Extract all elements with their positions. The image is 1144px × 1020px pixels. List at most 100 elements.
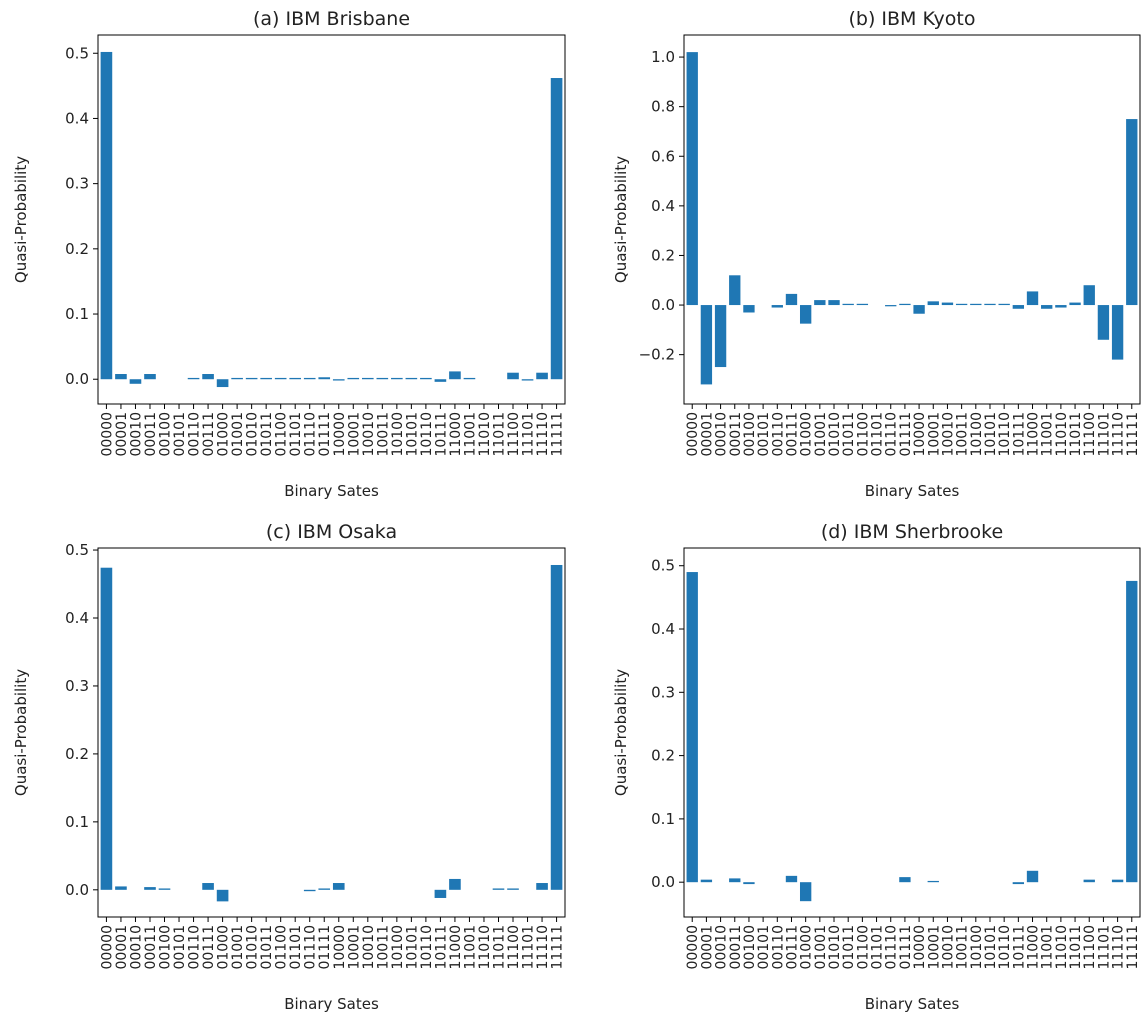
y-tick-label: 0.1 (65, 813, 89, 831)
y-tick-label: 0.2 (651, 747, 675, 765)
bar (1126, 119, 1138, 306)
x-tick-label: 10110 (419, 925, 435, 970)
bar (115, 374, 127, 380)
bar (144, 374, 156, 380)
y-axis-label: Quasi-Probability (612, 156, 630, 283)
bar (1026, 291, 1039, 306)
x-tick-label: 00111 (784, 412, 800, 457)
y-tick-label: 0.4 (651, 197, 675, 215)
x-tick-label: 01010 (827, 412, 843, 457)
bar (998, 303, 1010, 306)
x-tick-label: 00100 (742, 925, 758, 970)
x-tick-label: 01001 (230, 412, 246, 457)
bar (405, 377, 418, 380)
x-tick-label: 00101 (172, 412, 188, 457)
bar (700, 879, 713, 883)
x-tick-label: 11010 (1054, 412, 1070, 457)
x-tick-label: 00111 (201, 925, 217, 970)
x-tick-label: 00001 (699, 925, 715, 970)
bar (927, 880, 939, 883)
x-tick-label: 01010 (245, 412, 261, 457)
x-tick-label: 00110 (770, 925, 786, 970)
x-tick-label: 11110 (1111, 412, 1127, 457)
bar (1055, 305, 1067, 308)
x-tick-label: 10110 (997, 412, 1013, 457)
x-axis-label: Binary Sates (284, 482, 379, 500)
chart-title: (b) IBM Kyoto (848, 8, 975, 30)
bar (449, 371, 461, 380)
x-tick-label: 10100 (390, 412, 406, 457)
x-tick-label: 01000 (216, 925, 232, 970)
x-tick-label: 01111 (317, 412, 333, 457)
axes-frame (97, 547, 566, 918)
x-tick-label: 10010 (940, 412, 956, 457)
x-tick-label: 01011 (259, 925, 275, 970)
y-tick-label: 0.5 (65, 541, 89, 559)
bar (231, 377, 243, 380)
x-tick-label: 11011 (491, 412, 507, 457)
x-tick-label: 00000 (685, 412, 701, 457)
bar (785, 875, 798, 883)
x-tick-label: 11000 (1026, 925, 1042, 970)
bar (245, 377, 258, 380)
bar (361, 377, 374, 380)
x-axis-label: Binary Sates (865, 995, 960, 1013)
bar (714, 305, 727, 368)
bar (1083, 285, 1095, 306)
chart-title: (c) IBM Osaka (266, 521, 397, 543)
bar (1069, 302, 1081, 306)
bar (216, 889, 229, 902)
y-tick-label: −0.2 (639, 346, 675, 364)
x-tick-label: 10001 (926, 412, 942, 457)
bar (376, 377, 389, 380)
x-tick-label: 10000 (912, 925, 928, 970)
bar (941, 302, 954, 306)
bar (771, 305, 783, 308)
bar (885, 305, 897, 307)
bar (1111, 879, 1124, 883)
x-tick-label: 11101 (521, 412, 537, 457)
x-tick-label: 10001 (926, 925, 942, 970)
bar (260, 377, 272, 380)
y-tick-label: 0.3 (65, 677, 89, 695)
x-tick-label: 00100 (158, 925, 174, 970)
x-tick-label: 11000 (448, 925, 464, 970)
x-tick-label: 00000 (99, 925, 115, 970)
y-tick-label: 0.3 (651, 683, 675, 701)
x-tick-label: 11101 (521, 925, 537, 970)
bar (842, 303, 854, 306)
y-tick-label: 0.2 (65, 745, 89, 763)
x-tick-label: 01000 (799, 412, 815, 457)
x-tick-label: 10111 (1011, 925, 1027, 970)
bar (828, 300, 840, 306)
bar (144, 887, 156, 890)
x-tick-label: 11100 (1082, 925, 1098, 970)
y-tick-label: 0.4 (651, 620, 675, 638)
x-tick-label: 01001 (813, 925, 829, 970)
x-tick-label: 01000 (799, 925, 815, 970)
x-tick-label: 11110 (1111, 925, 1127, 970)
x-tick-label: 10001 (346, 412, 362, 457)
x-tick-label: 11011 (1068, 412, 1084, 457)
x-tick-label: 00111 (784, 925, 800, 970)
x-tick-label: 11111 (550, 412, 566, 457)
x-tick-label: 01010 (827, 925, 843, 970)
y-axis-label: Quasi-Probability (12, 156, 30, 283)
x-tick-label: 00010 (128, 925, 144, 970)
y-tick-label: 0.0 (651, 873, 675, 891)
x-tick-label: 00111 (201, 412, 217, 457)
x-tick-label: 11010 (477, 925, 493, 970)
x-tick-label: 01110 (303, 412, 319, 457)
x-tick-label: 00010 (714, 925, 730, 970)
x-tick-label: 10101 (404, 412, 420, 457)
x-tick-label: 00101 (756, 412, 772, 457)
x-tick-label: 11001 (1040, 925, 1056, 970)
x-tick-label: 11111 (1125, 925, 1141, 970)
bar (856, 303, 869, 306)
x-tick-label: 01001 (230, 925, 246, 970)
x-tick-label: 10111 (433, 925, 449, 970)
bar (391, 377, 403, 380)
bar (899, 303, 911, 306)
x-tick-label: 11000 (1026, 412, 1042, 457)
